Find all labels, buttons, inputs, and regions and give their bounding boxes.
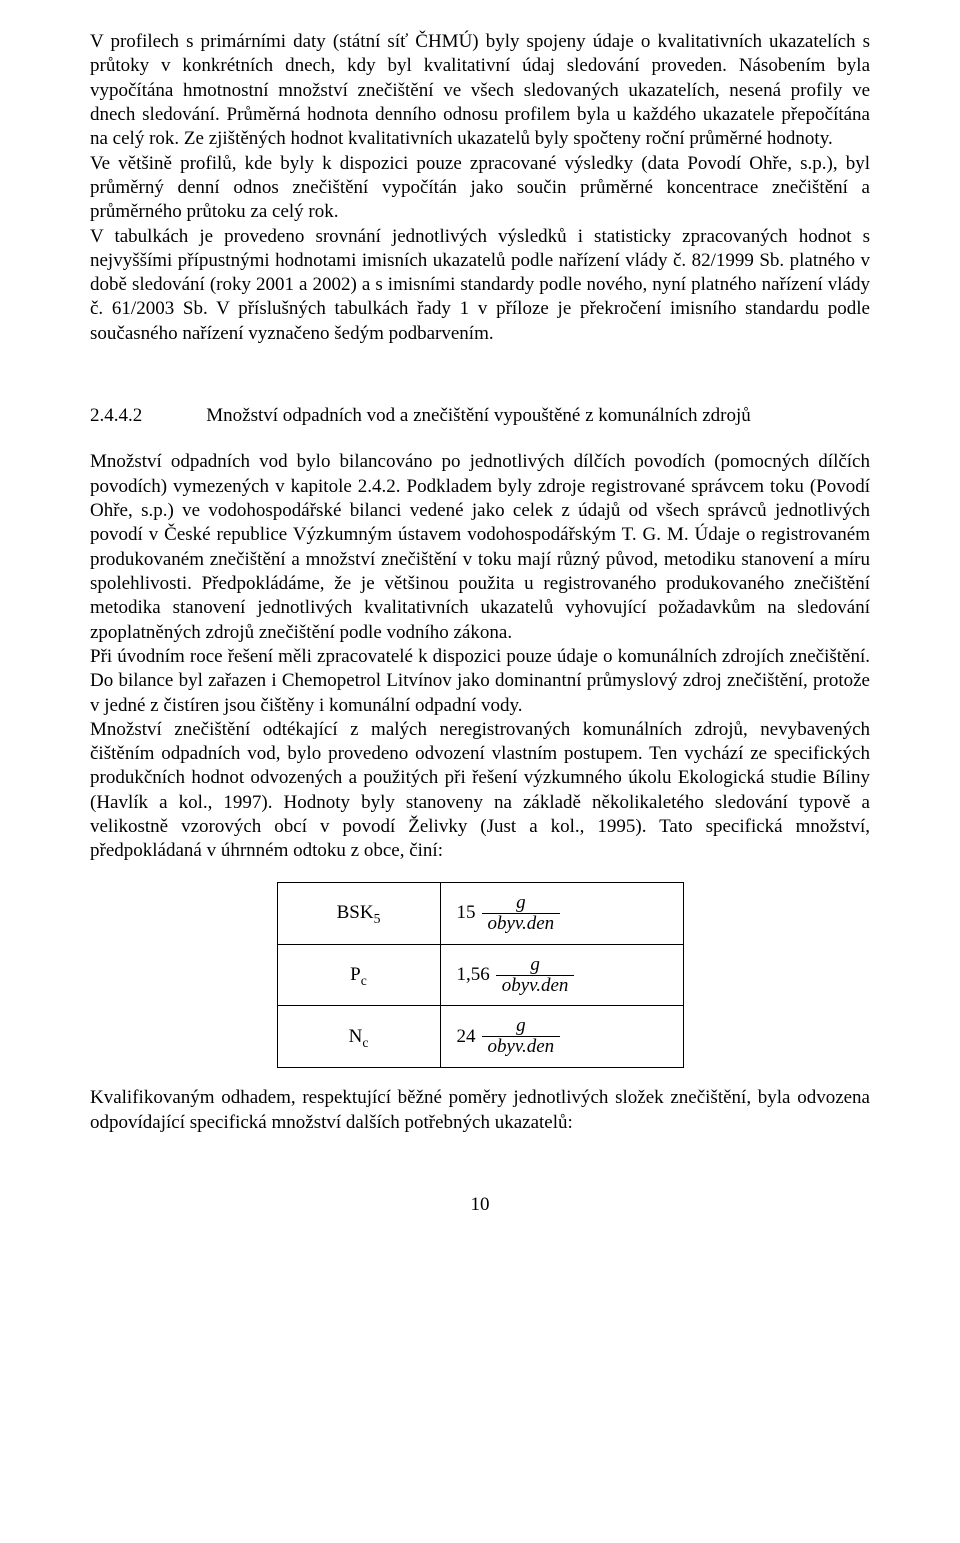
indicator-value: 1,56gobyv.den [440, 944, 683, 1006]
body-paragraph: V profilech s primárními daty (státní sí… [90, 30, 870, 152]
body-paragraph: V tabulkách je provedeno srovnání jednot… [90, 225, 870, 347]
indicator-value: 15gobyv.den [440, 882, 683, 944]
indicator-label: Nc [277, 1006, 440, 1068]
body-paragraph: Množství znečištění odtékající z malých … [90, 718, 870, 864]
table-row: Nc24gobyv.den [277, 1006, 683, 1068]
indicator-label: Pc [277, 944, 440, 1006]
specific-quantities-table: BSK515gobyv.denPc1,56gobyv.denNc24gobyv.… [277, 882, 684, 1069]
body-paragraph: Kvalifikovaným odhadem, respektující běž… [90, 1086, 870, 1135]
table-row: Pc1,56gobyv.den [277, 944, 683, 1006]
indicator-value: 24gobyv.den [440, 1006, 683, 1068]
section-heading: 2.4.4.2 Množství odpadních vod a znečišt… [90, 404, 870, 428]
spacer [90, 346, 870, 394]
body-paragraph: Při úvodním roce řešení měli zpracovatel… [90, 645, 870, 718]
table-row: BSK515gobyv.den [277, 882, 683, 944]
page-number: 10 [90, 1193, 870, 1217]
body-paragraph: Ve většině profilů, kde byly k dispozici… [90, 152, 870, 225]
section-number: 2.4.4.2 [90, 404, 142, 428]
body-paragraph: Množství odpadních vod bylo bilancováno … [90, 450, 870, 645]
indicator-label: BSK5 [277, 882, 440, 944]
spacer [90, 428, 870, 450]
section-title: Množství odpadních vod a znečištění vypo… [206, 404, 751, 428]
